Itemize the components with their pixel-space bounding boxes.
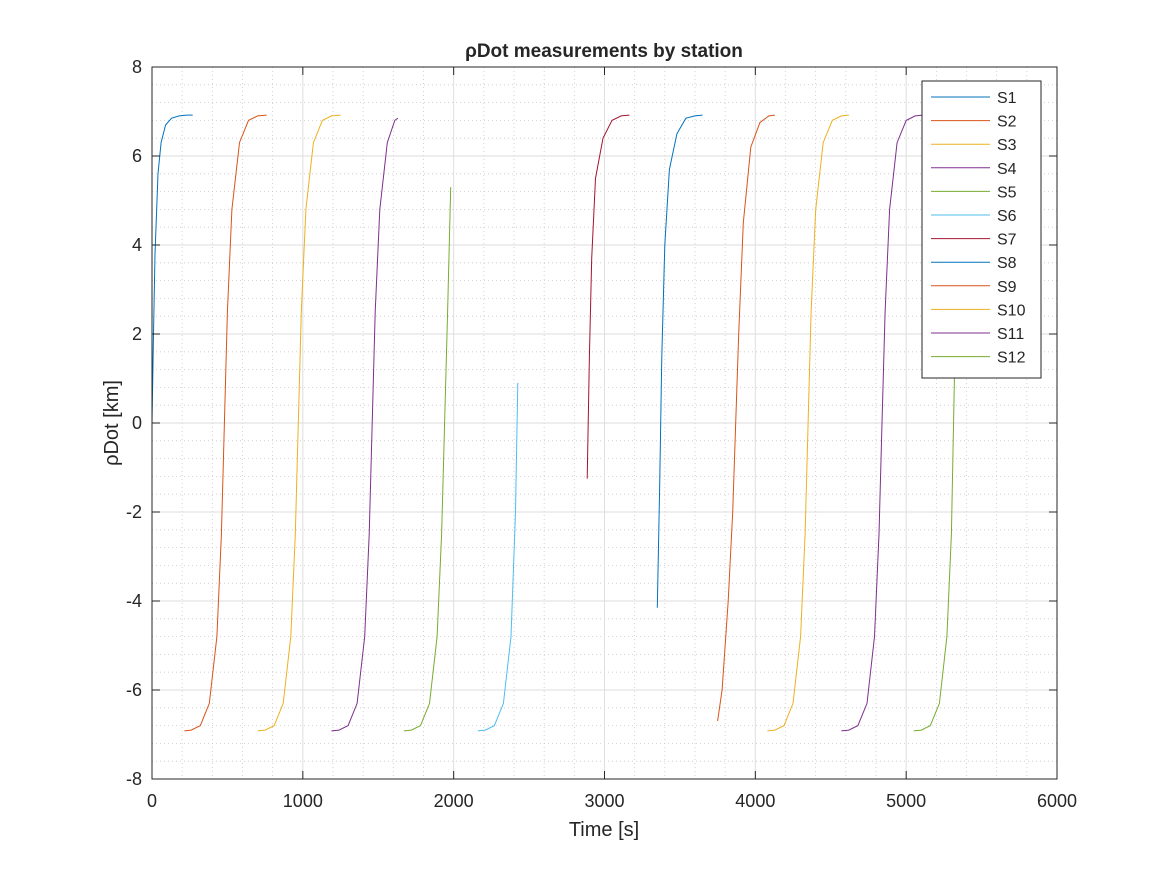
legend-label-s9: S9 (997, 279, 1017, 296)
series-line-s9 (717, 114, 775, 722)
x-axis-ticks: 0 1000 2000 3000 4000 5000 6000 (147, 67, 1077, 811)
x-tick-label: 4000 (735, 791, 775, 811)
legend-label-s10: S10 (997, 302, 1026, 319)
series-line-s8 (656, 114, 703, 608)
x-tick-label: 6000 (1037, 791, 1077, 811)
series-line-s10 (767, 114, 849, 732)
x-tick-label: 3000 (584, 791, 624, 811)
legend-label-s12: S12 (997, 350, 1026, 367)
legend-box (921, 80, 1042, 379)
series-layer (151, 114, 955, 732)
y-tick-label: 2 (132, 324, 142, 344)
y-tick-label: 0 (132, 413, 142, 433)
series-line-s5 (403, 187, 452, 732)
legend-label-s8: S8 (997, 255, 1017, 272)
y-tick-label: -4 (126, 591, 142, 611)
y-axis-ticks: -8 -6 -4 -2 0 2 4 6 8 (126, 57, 1057, 789)
legend-label-s1: S1 (997, 90, 1017, 107)
x-axis-label: Time [s] (569, 819, 639, 841)
series-line-s4 (331, 117, 399, 732)
y-tick-label: -6 (126, 680, 142, 700)
y-tick-label: -8 (126, 769, 142, 789)
series-line-s12 (913, 378, 955, 732)
y-tick-label: 4 (132, 235, 142, 255)
series-line-s7 (586, 114, 630, 479)
y-tick-label: -2 (126, 502, 142, 522)
y-tick-label: 8 (132, 57, 142, 77)
legend-label-s5: S5 (997, 184, 1017, 201)
legend: S1 S2 S3 S4 S5 S6 S7 S8 S9 S10 S11 S12 (921, 80, 1042, 379)
series-line-s1 (151, 114, 193, 424)
legend-label-s11: S11 (997, 326, 1024, 343)
legend-label-s7: S7 (997, 232, 1017, 249)
legend-label-s4: S4 (997, 161, 1017, 178)
legend-label-s3: S3 (997, 137, 1017, 154)
series-line-s11 (841, 114, 923, 732)
y-axis-label: ρDot [km] (101, 380, 123, 466)
legend-label-s6: S6 (997, 208, 1017, 225)
x-tick-label: 5000 (886, 791, 926, 811)
x-tick-label: 1000 (283, 791, 323, 811)
chart-title: ρDot measurements by station (465, 41, 743, 62)
series-line-s6 (477, 382, 519, 732)
series-line-s3 (257, 114, 341, 732)
x-tick-label: 2000 (434, 791, 474, 811)
x-tick-label: 0 (147, 791, 157, 811)
y-tick-label: 6 (132, 146, 142, 166)
legend-label-s2: S2 (997, 114, 1017, 131)
series-line-s2 (184, 114, 267, 732)
